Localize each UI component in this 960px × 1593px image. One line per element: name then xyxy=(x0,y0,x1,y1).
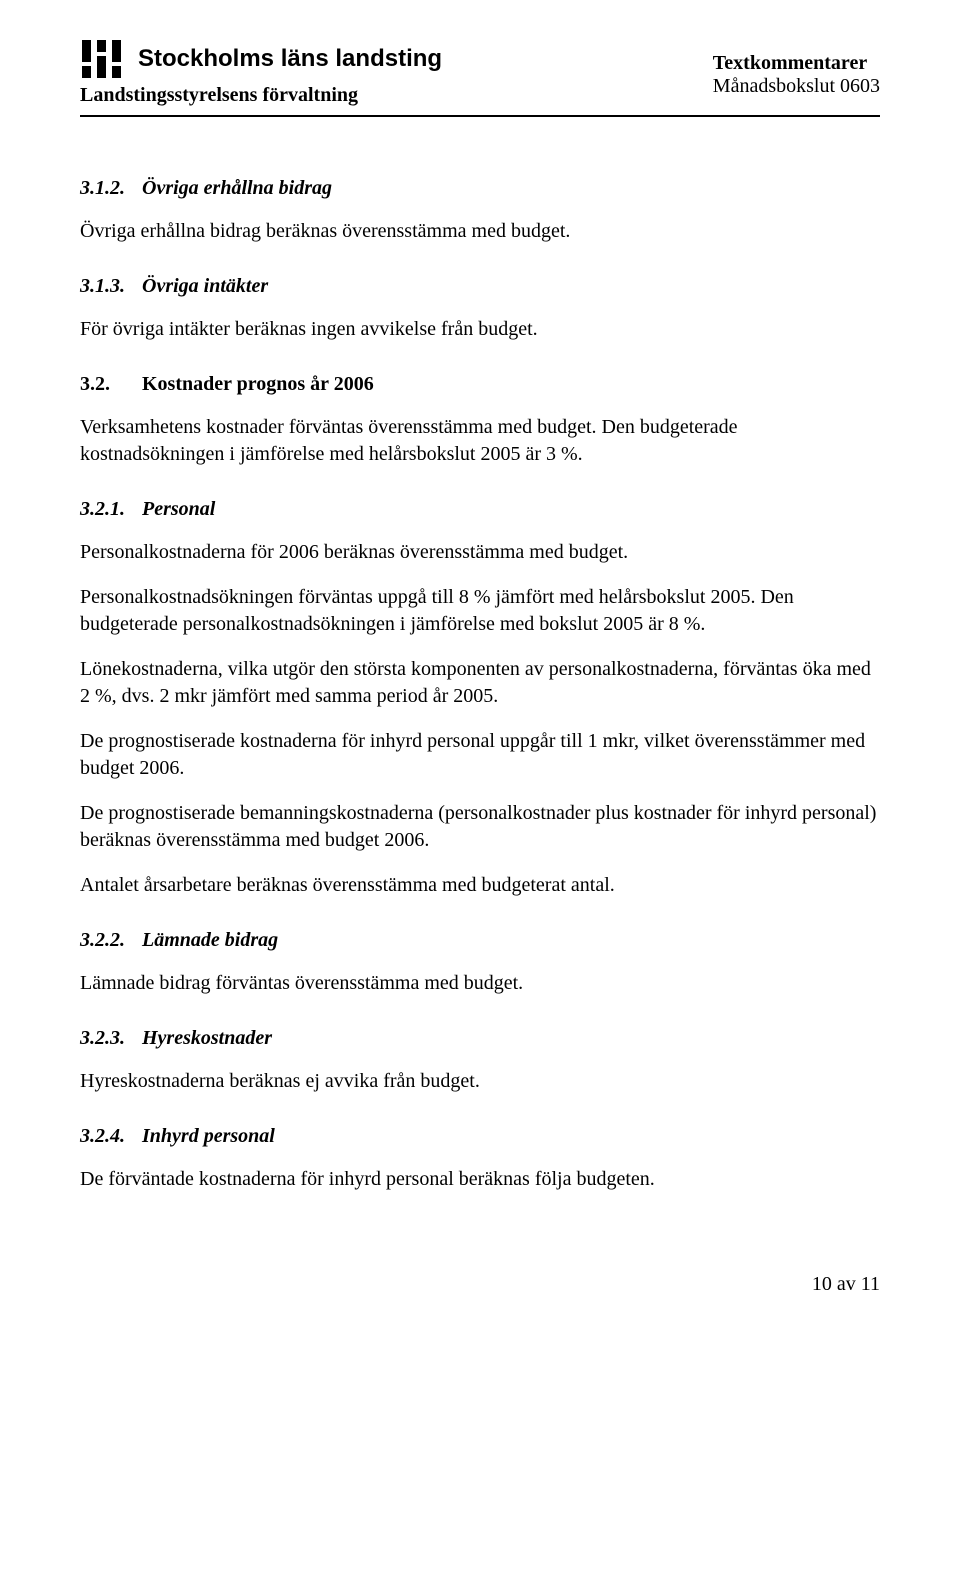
heading-number: 3.2.4. xyxy=(80,1125,142,1148)
heading-number: 3.2. xyxy=(80,373,142,396)
heading-3-2-3: 3.2.3.Hyreskostnader xyxy=(80,1027,880,1050)
heading-3-2-1: 3.2.1.Personal xyxy=(80,498,880,521)
heading-number: 3.1.3. xyxy=(80,275,142,298)
paragraph: Antalet årsarbetare beräknas överensstäm… xyxy=(80,872,880,899)
heading-3-2-2: 3.2.2.Lämnade bidrag xyxy=(80,929,880,952)
heading-title: Övriga intäkter xyxy=(142,275,268,297)
paragraph: Lämnade bidrag förväntas överensstämma m… xyxy=(80,970,880,997)
paragraph: Personalkostnadsökningen förväntas uppgå… xyxy=(80,584,880,638)
paragraph: De prognostiserade kostnaderna för inhyr… xyxy=(80,728,880,782)
paragraph: Verksamhetens kostnader förväntas överen… xyxy=(80,414,880,468)
heading-title: Kostnader prognos år 2006 xyxy=(142,373,374,395)
heading-number: 3.2.3. xyxy=(80,1027,142,1050)
header-left: Stockholms läns landsting Landstingsstyr… xyxy=(80,40,442,107)
paragraph: Hyreskostnaderna beräknas ej avvika från… xyxy=(80,1068,880,1095)
heading-title: Hyreskostnader xyxy=(142,1027,272,1049)
heading-title: Personal xyxy=(142,498,215,520)
heading-title: Lämnade bidrag xyxy=(142,929,278,951)
heading-3-2: 3.2.Kostnader prognos år 2006 xyxy=(80,373,880,396)
heading-title: Inhyrd personal xyxy=(142,1125,275,1147)
page-number: 10 av 11 xyxy=(812,1273,880,1295)
header-right: Textkommentarer Månadsbokslut 0603 xyxy=(713,40,880,98)
heading-title: Övriga erhållna bidrag xyxy=(142,177,332,199)
paragraph: För övriga intäkter beräknas ingen avvik… xyxy=(80,316,880,343)
paragraph: Lönekostnaderna, vilka utgör den största… xyxy=(80,656,880,710)
page-footer: 10 av 11 xyxy=(80,1273,880,1296)
heading-3-1-2: 3.1.2.Övriga erhållna bidrag xyxy=(80,177,880,200)
page-header: Stockholms läns landsting Landstingsstyr… xyxy=(80,40,880,107)
logo: Stockholms läns landsting xyxy=(80,40,442,78)
paragraph: De förväntade kostnaderna för inhyrd per… xyxy=(80,1166,880,1193)
heading-number: 3.2.1. xyxy=(80,498,142,521)
header-divider xyxy=(80,115,880,117)
paragraph: Personalkostnaderna för 2006 beräknas öv… xyxy=(80,539,880,566)
sll-logo-icon xyxy=(80,40,128,78)
header-right-title: Textkommentarer xyxy=(713,52,880,75)
heading-number: 3.1.2. xyxy=(80,177,142,200)
logo-text: Stockholms läns landsting xyxy=(138,45,442,73)
heading-number: 3.2.2. xyxy=(80,929,142,952)
paragraph: Övriga erhållna bidrag beräknas överenss… xyxy=(80,218,880,245)
sub-header: Landstingsstyrelsens förvaltning xyxy=(80,84,442,107)
heading-3-2-4: 3.2.4.Inhyrd personal xyxy=(80,1125,880,1148)
header-right-subtitle: Månadsbokslut 0603 xyxy=(713,75,880,98)
heading-3-1-3: 3.1.3.Övriga intäkter xyxy=(80,275,880,298)
paragraph: De prognostiserade bemanningskostnaderna… xyxy=(80,800,880,854)
